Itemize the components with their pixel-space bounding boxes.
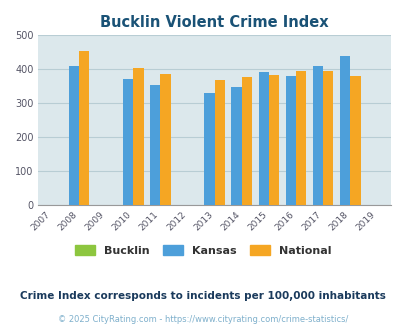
- Bar: [133, 68, 143, 205]
- Bar: [350, 76, 360, 205]
- Legend: Bucklin, Kansas, National: Bucklin, Kansas, National: [70, 240, 335, 260]
- Bar: [214, 80, 224, 205]
- Bar: [68, 66, 79, 205]
- Bar: [285, 76, 295, 205]
- Bar: [322, 71, 333, 205]
- Bar: [241, 78, 252, 205]
- Bar: [123, 80, 133, 205]
- Title: Bucklin Violent Crime Index: Bucklin Violent Crime Index: [100, 15, 328, 30]
- Text: Crime Index corresponds to incidents per 100,000 inhabitants: Crime Index corresponds to incidents per…: [20, 291, 385, 301]
- Bar: [295, 71, 306, 205]
- Bar: [268, 75, 279, 205]
- Bar: [79, 51, 89, 205]
- Bar: [231, 86, 241, 205]
- Text: © 2025 CityRating.com - https://www.cityrating.com/crime-statistics/: © 2025 CityRating.com - https://www.city…: [58, 315, 347, 324]
- Bar: [150, 84, 160, 205]
- Bar: [160, 74, 171, 205]
- Bar: [339, 56, 350, 205]
- Bar: [258, 72, 268, 205]
- Bar: [204, 93, 214, 205]
- Bar: [312, 66, 322, 205]
